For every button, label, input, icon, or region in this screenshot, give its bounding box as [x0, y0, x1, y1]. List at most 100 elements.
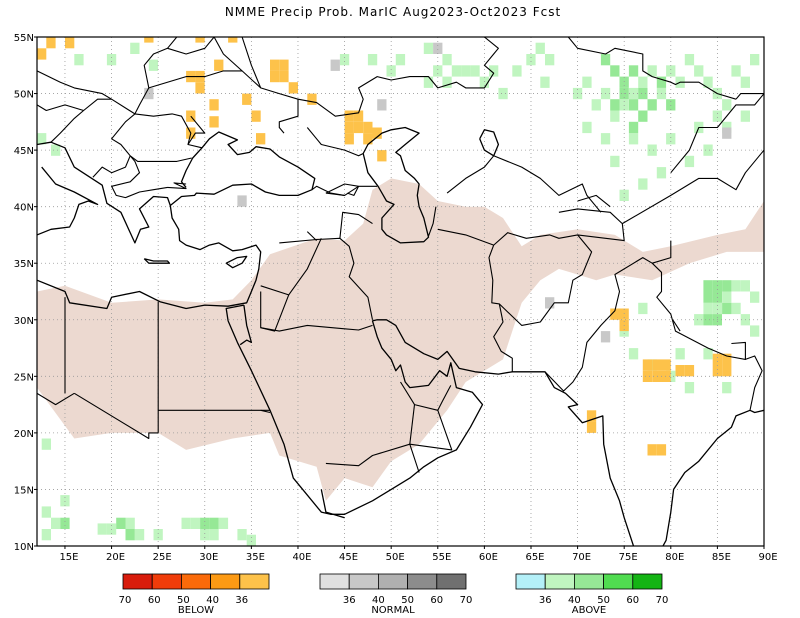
below-normal-cell	[372, 127, 382, 139]
above-normal-cell	[74, 54, 84, 66]
above-legend-label: 40	[568, 595, 581, 606]
near-normal-cell	[433, 42, 443, 54]
below-legend-label: 70	[119, 595, 132, 606]
above-normal-cell	[51, 517, 61, 529]
above-normal-cell	[694, 314, 704, 326]
lon-tick-label: 15E	[59, 552, 78, 563]
above-normal-cell	[712, 302, 722, 315]
country-border	[111, 113, 203, 157]
above-normal-cell	[130, 42, 140, 54]
lat-tick-label: 25N	[14, 372, 34, 383]
below-normal-cell	[377, 150, 387, 162]
country-border	[74, 392, 159, 440]
below-normal-cell	[661, 359, 671, 371]
below-normal-cell	[656, 444, 667, 456]
above-normal-cell	[684, 382, 695, 394]
country-border	[297, 37, 499, 117]
lon-tick-label: 90E	[758, 552, 777, 563]
above-normal-cell	[591, 99, 601, 111]
below-legend-label: 50	[177, 595, 190, 606]
above-normal-cell	[712, 110, 722, 122]
lat-tick-label: 55N	[14, 33, 34, 44]
coastline	[320, 489, 345, 519]
lat-tick-label: 40N	[14, 203, 34, 214]
country-border	[437, 228, 494, 246]
above-normal-cell	[638, 76, 648, 88]
country-border	[567, 37, 737, 100]
above-legend-label: 60	[626, 595, 639, 606]
above-normal-cell	[395, 54, 406, 66]
coastline	[37, 205, 262, 310]
above-legend-title: ABOVE	[572, 605, 606, 616]
normal-legend-swatch	[348, 573, 379, 590]
above-normal-cell	[386, 65, 396, 77]
above-normal-cell	[722, 121, 732, 134]
above-normal-cell	[610, 65, 620, 77]
country-border	[167, 37, 215, 55]
normal-legend-swatch	[407, 573, 438, 590]
below-normal-cell	[214, 59, 224, 71]
country-border	[325, 443, 410, 467]
above-normal-cell	[722, 302, 732, 315]
above-normal-cell	[750, 291, 760, 303]
coastline	[143, 258, 171, 264]
above-normal-cell	[666, 133, 676, 145]
above-normal-cell	[442, 54, 452, 66]
country-border	[241, 37, 262, 89]
above-normal-cell	[638, 178, 648, 190]
country-border	[37, 104, 84, 112]
normal-legend-label: 60	[430, 595, 443, 606]
gridline-layer	[37, 37, 764, 546]
country-border	[260, 285, 290, 332]
near-normal-cell	[237, 195, 247, 207]
above-normal-cell	[582, 121, 592, 134]
above-legend-swatch	[515, 573, 546, 590]
below-normal-cell	[270, 70, 280, 83]
country-border	[622, 149, 764, 225]
lon-tick-label: 50E	[386, 552, 405, 563]
above-normal-cell	[423, 42, 434, 54]
coastline	[37, 166, 99, 236]
below-legend-label: 60	[148, 595, 161, 606]
near-normal-cell	[600, 331, 611, 343]
country-border	[409, 404, 416, 445]
above-normal-cell	[722, 280, 732, 292]
lat-tick-label: 50N	[14, 90, 34, 101]
above-normal-cell	[451, 65, 462, 77]
lat-tick-label: 35N	[14, 259, 34, 270]
lon-tick-label: 85E	[712, 552, 731, 563]
above-normal-cell	[610, 99, 620, 111]
below-normal-cell	[251, 110, 261, 122]
above-legend-swatch	[632, 573, 663, 590]
below-normal-cell	[684, 365, 695, 377]
above-normal-cell	[134, 529, 145, 541]
above-normal-cell	[106, 54, 117, 66]
below-normal-cell	[363, 133, 373, 145]
above-normal-cell	[750, 325, 760, 337]
country-border	[427, 206, 437, 237]
country-border	[260, 409, 271, 414]
above-normal-cell	[628, 348, 639, 360]
coastline	[227, 319, 764, 546]
above-normal-cell	[148, 59, 159, 71]
below-normal-cell	[652, 359, 662, 371]
coastline-layer	[37, 126, 764, 546]
above-normal-cell	[638, 87, 648, 100]
country-border	[446, 155, 495, 194]
coastline	[479, 129, 500, 157]
country-border-layer	[37, 37, 764, 473]
country-border	[288, 238, 322, 296]
country-border	[311, 185, 345, 196]
lon-tick-label: 30E	[199, 552, 218, 563]
below-normal-cell	[610, 308, 620, 320]
near-normal-cell	[545, 297, 555, 309]
lon-tick-label: 20E	[106, 552, 125, 563]
below-normal-cell	[363, 121, 373, 134]
below-normal-cell	[279, 70, 289, 83]
below-normal-cell	[37, 48, 47, 60]
above-normal-cell	[209, 529, 219, 541]
lon-tick-label: 35E	[246, 552, 265, 563]
above-normal-cell	[703, 302, 713, 315]
country-border	[409, 410, 453, 473]
